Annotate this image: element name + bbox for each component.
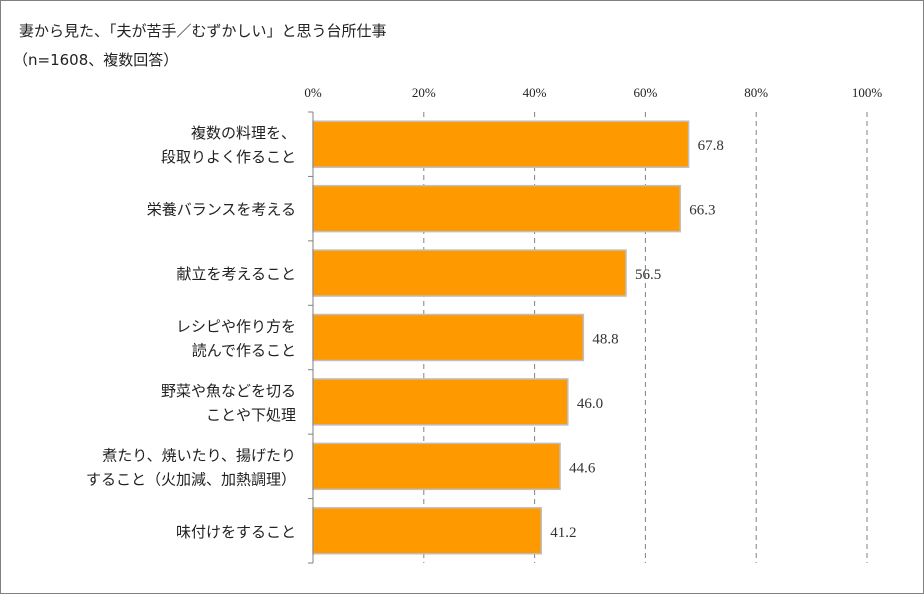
- data-label: 46.0: [577, 396, 603, 412]
- x-tick-label: 60%: [633, 85, 657, 100]
- category-label: すること（火加減、加熱調理）: [86, 471, 296, 488]
- category-label: 読んで作ること: [192, 343, 296, 360]
- category-label: 段取りよく作ること: [161, 149, 296, 166]
- bar: [312, 378, 569, 426]
- category-label: ことや下処理: [206, 407, 296, 424]
- data-label: 56.5: [635, 267, 661, 283]
- category-label: 野菜や魚などを切る: [161, 383, 296, 400]
- category-label: 献立を考えること: [176, 266, 296, 283]
- bar: [312, 120, 690, 168]
- chart-subtitle: （n=1608、複数回答）: [13, 51, 179, 69]
- data-label: 67.8: [698, 138, 724, 154]
- category-label: 複数の料理を、: [191, 125, 296, 142]
- bar: [312, 313, 585, 362]
- category-label: 煮たり、焼いたり、揚げたり: [102, 447, 296, 464]
- x-axis-ticks: 0% 20% 40% 60% 80% 100%: [304, 85, 882, 100]
- bar: [312, 184, 682, 233]
- x-tick-label: 20%: [412, 85, 436, 100]
- x-tick-label: 100%: [852, 85, 883, 100]
- bars: 67.8 66.3 56.5 48.8 46.0 44.6 41.2: [312, 120, 724, 555]
- bar: [312, 249, 627, 297]
- data-label: 48.8: [592, 332, 618, 348]
- bar: [312, 507, 542, 555]
- category-label: 味付けをすること: [176, 524, 296, 541]
- x-tick-label: 0%: [304, 85, 322, 100]
- x-tick-label: 40%: [523, 85, 547, 100]
- category-label: レシピや作り方を: [176, 319, 296, 336]
- x-tick-label: 80%: [744, 85, 768, 100]
- bar: [312, 442, 561, 491]
- data-label: 41.2: [550, 525, 576, 541]
- data-label: 66.3: [689, 203, 715, 219]
- category-labels: 複数の料理を、段取りよく作ること栄養バランスを考える献立を考えることレシピや作り…: [86, 125, 296, 541]
- data-label: 44.6: [569, 460, 596, 476]
- category-label: 栄養バランスを考える: [147, 202, 296, 219]
- chart-title: 妻から見た、「夫が苦手／むずかしい」と思う台所仕事: [19, 22, 387, 40]
